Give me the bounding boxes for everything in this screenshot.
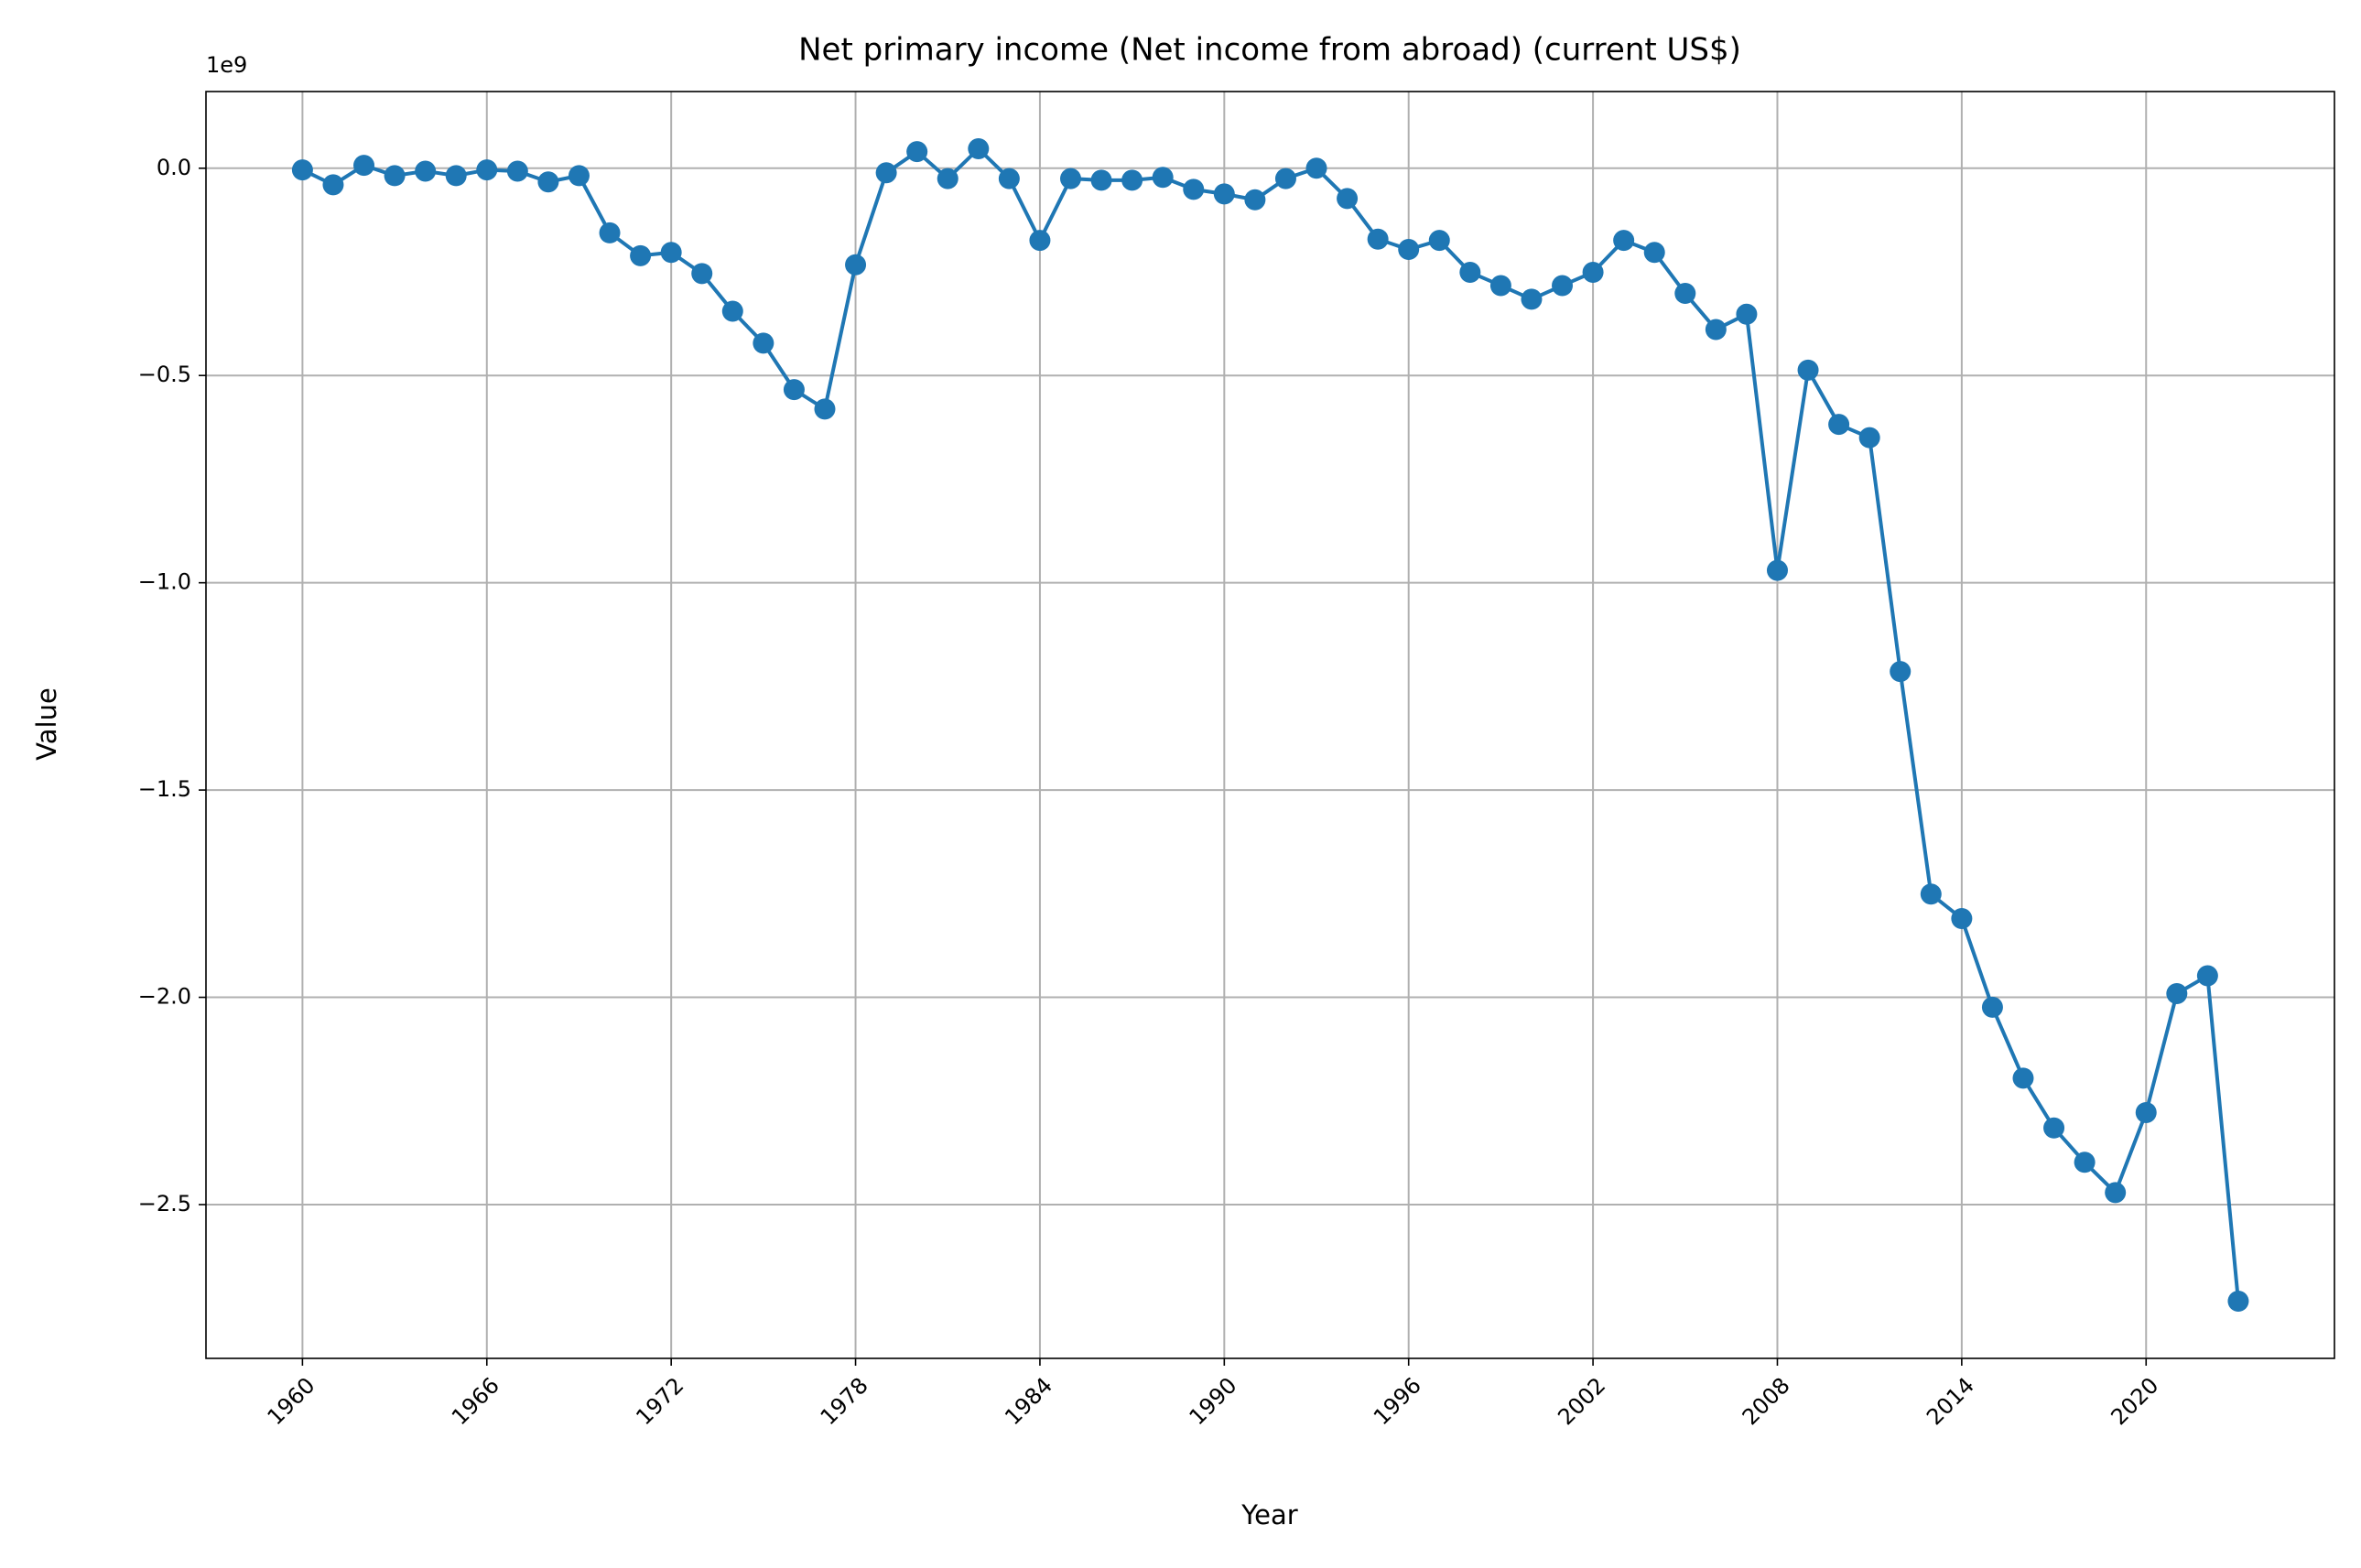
data-point	[537, 171, 559, 193]
data-point	[568, 165, 590, 187]
x-tick-label: 1996	[1369, 1372, 1426, 1430]
data-point	[1766, 559, 1788, 581]
x-tick-label: 2014	[1922, 1372, 1979, 1430]
data-point	[1183, 178, 1205, 200]
x-tick-label: 1978	[816, 1372, 873, 1430]
data-point	[1090, 169, 1112, 191]
data-point	[1367, 228, 1389, 250]
data-point	[1428, 230, 1450, 252]
data-point	[1643, 242, 1665, 264]
data-point	[1858, 427, 1880, 449]
y-tick-label: −0.5	[138, 362, 191, 387]
data-point	[476, 159, 498, 181]
data-point	[1029, 230, 1051, 252]
data-point	[875, 162, 897, 184]
data-point	[968, 137, 990, 159]
data-point	[814, 398, 836, 420]
data-point	[630, 244, 652, 266]
data-point	[1890, 661, 1912, 683]
data-point	[1674, 283, 1696, 305]
data-line	[301, 146, 2240, 1302]
data-point	[783, 379, 805, 401]
data-point	[998, 168, 1020, 189]
data-point	[1305, 157, 1327, 179]
data-point	[445, 165, 467, 187]
data-point	[1274, 168, 1296, 189]
data-point	[2196, 965, 2218, 987]
data-point	[845, 254, 867, 276]
data-point	[1337, 188, 1359, 210]
data-point	[1121, 169, 1143, 191]
data-point	[1398, 239, 1420, 261]
x-tick-label: 1990	[1185, 1372, 1242, 1430]
y-tick-label: 0.0	[157, 155, 191, 180]
y-tick-label: −2.0	[138, 984, 191, 1010]
x-axis-label: Year	[1240, 1499, 1297, 1530]
data-point	[2227, 1291, 2249, 1313]
y-axis-label: Value	[31, 687, 62, 761]
data-point	[2105, 1182, 2127, 1204]
data-point	[2074, 1152, 2096, 1173]
data-point	[384, 165, 406, 187]
x-tick-label: 1966	[447, 1372, 504, 1430]
data-point	[2012, 1067, 2034, 1089]
data-point	[1244, 189, 1266, 211]
data-point	[1951, 907, 1973, 929]
y-tick-label: −1.5	[138, 776, 191, 802]
x-tick-label: 2008	[1738, 1372, 1795, 1430]
data-point	[2166, 982, 2188, 1004]
data-point	[2043, 1117, 2065, 1139]
data-point	[937, 168, 958, 189]
data-point	[1920, 883, 1942, 905]
data-point	[506, 160, 528, 182]
data-point	[660, 242, 682, 264]
data-point	[1613, 230, 1635, 252]
data-point	[1213, 183, 1235, 205]
data-point	[1489, 275, 1511, 297]
data-point	[1828, 414, 1850, 436]
data-point	[753, 332, 774, 354]
x-tick-label: 1984	[1000, 1372, 1057, 1430]
data-point	[691, 263, 713, 285]
x-tick-label: 2020	[2106, 1372, 2163, 1430]
data-point	[291, 159, 313, 181]
x-tick-label: 1972	[631, 1372, 688, 1430]
data-point	[1582, 261, 1604, 283]
data-point	[1521, 288, 1543, 310]
plot-frame	[205, 91, 2335, 1359]
data-point	[1981, 996, 2003, 1018]
y-tick-label: −1.0	[138, 569, 191, 595]
data-point	[721, 300, 743, 322]
data-point	[2135, 1101, 2157, 1123]
data-point	[1552, 275, 1574, 297]
data-point	[1705, 319, 1727, 341]
chart-title: Net primary income (Net income from abro…	[798, 32, 1741, 69]
data-point	[322, 174, 344, 196]
x-tick-label: 1960	[263, 1372, 320, 1430]
x-tick-label: 2002	[1553, 1372, 1610, 1430]
data-point	[1459, 261, 1481, 283]
data-point	[415, 160, 437, 182]
y-tick-label: −2.5	[138, 1191, 191, 1217]
data-point	[1059, 168, 1081, 189]
data-point	[1736, 303, 1758, 325]
data-point	[353, 155, 375, 177]
data-point	[1797, 359, 1819, 381]
data-point	[906, 141, 928, 163]
y-offset-label: 1e9	[206, 52, 247, 78]
data-point	[599, 222, 621, 243]
data-point	[1152, 167, 1174, 189]
